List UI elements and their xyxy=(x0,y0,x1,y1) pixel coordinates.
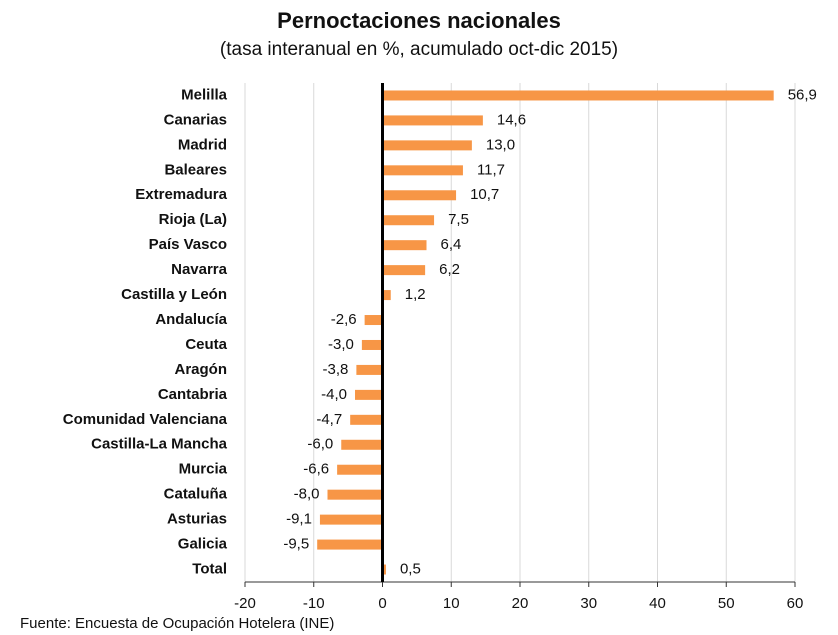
value-label: -4,0 xyxy=(321,386,347,403)
bar xyxy=(350,414,383,425)
bar xyxy=(382,215,435,226)
x-tick-label: 50 xyxy=(718,595,735,612)
x-tick-label: 10 xyxy=(443,595,460,612)
category-label: Andalucía xyxy=(155,311,227,328)
x-tick-label: -20 xyxy=(234,595,256,612)
category-label: Extremadura xyxy=(135,186,227,203)
bar xyxy=(382,564,386,575)
value-label: 56,9 xyxy=(788,86,817,103)
x-tick-label: 60 xyxy=(787,595,804,612)
bar xyxy=(382,115,483,126)
x-tick-label: 30 xyxy=(580,595,597,612)
category-label: Rioja (La) xyxy=(159,211,227,228)
x-tick-label: 0 xyxy=(378,595,386,612)
category-label: País Vasco xyxy=(149,236,227,253)
chart-title: Pernoctaciones nacionales xyxy=(277,8,561,33)
value-label: 11,7 xyxy=(477,161,505,178)
category-label: Total xyxy=(192,560,227,577)
bar xyxy=(382,290,391,301)
category-label: Ceuta xyxy=(185,336,227,353)
category-label: Melilla xyxy=(181,86,228,103)
value-label: -9,5 xyxy=(283,536,309,553)
bar xyxy=(382,265,426,276)
value-label: -8,0 xyxy=(294,486,320,503)
value-label: 10,7 xyxy=(470,186,499,203)
value-label: -9,1 xyxy=(286,511,312,528)
bar xyxy=(382,190,457,201)
bar xyxy=(382,90,774,101)
category-label: Aragón xyxy=(175,361,228,378)
category-label: Galicia xyxy=(178,536,228,553)
bar xyxy=(382,140,472,151)
category-label: Castilla y León xyxy=(121,286,227,303)
value-label: 0,5 xyxy=(400,560,421,577)
bar xyxy=(364,315,383,326)
value-label: 6,2 xyxy=(439,261,460,278)
bar xyxy=(327,489,383,500)
bar xyxy=(361,339,383,350)
value-label: -3,0 xyxy=(328,336,354,353)
value-label: -6,6 xyxy=(303,461,329,478)
value-label: 1,2 xyxy=(405,286,426,303)
chart-subtitle: (tasa interanual en %, acumulado oct-dic… xyxy=(220,39,618,60)
bar xyxy=(382,165,463,176)
category-label: Cantabria xyxy=(158,386,228,403)
value-label: -6,0 xyxy=(307,436,333,453)
value-label: 13,0 xyxy=(486,136,515,153)
category-label: Canarias xyxy=(164,111,227,128)
bar xyxy=(356,364,383,375)
x-tick-label: 40 xyxy=(649,595,666,612)
x-tick-label: 20 xyxy=(512,595,529,612)
value-label: -2,6 xyxy=(331,311,357,328)
category-label: Castilla-La Mancha xyxy=(91,436,228,453)
category-label: Cataluña xyxy=(164,486,228,503)
bar xyxy=(317,539,383,550)
category-label: Madrid xyxy=(178,136,227,153)
bar xyxy=(382,240,427,251)
bar xyxy=(355,389,383,400)
x-tick-label: -10 xyxy=(303,595,325,612)
value-label: 6,4 xyxy=(441,236,462,253)
value-label: 14,6 xyxy=(497,111,526,128)
category-label: Baleares xyxy=(164,161,227,178)
category-label: Murcia xyxy=(179,461,228,478)
value-label: -3,8 xyxy=(323,361,349,378)
category-label: Comunidad Valenciana xyxy=(63,411,228,428)
category-label: Asturias xyxy=(167,511,227,528)
value-label: -4,7 xyxy=(316,411,342,428)
value-label: 7,5 xyxy=(448,211,469,228)
category-label: Navarra xyxy=(171,261,228,278)
bar xyxy=(319,514,383,525)
bar xyxy=(341,439,383,450)
bar xyxy=(337,464,383,475)
source: Fuente: Encuesta de Ocupación Hotelera (… xyxy=(20,615,334,632)
